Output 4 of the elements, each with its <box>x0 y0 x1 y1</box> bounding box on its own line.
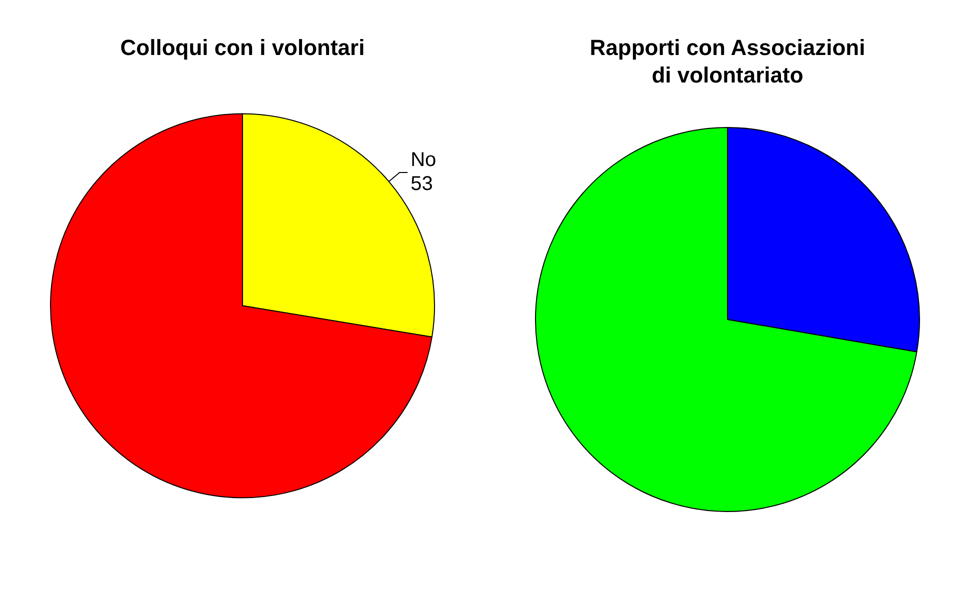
chart-title: Colloqui con i volontari <box>120 34 365 60</box>
chart-title: Rapporti con Associazioni di volontariato <box>590 34 866 88</box>
slice-label: No <box>410 148 436 171</box>
data-label: 53 <box>410 172 433 195</box>
